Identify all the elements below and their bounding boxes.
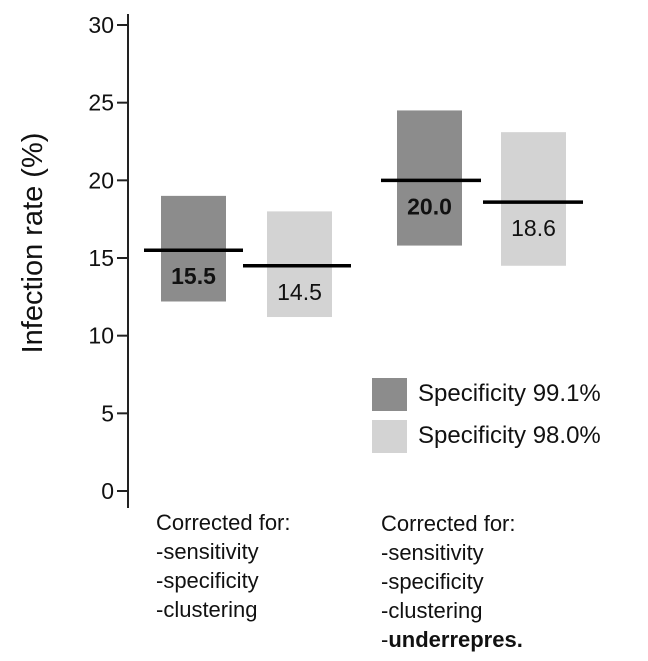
y-tick-label: 25 [88, 90, 114, 116]
value-label: 14.5 [277, 279, 322, 305]
value-labels: 15.5 20.0 14.5 18.6 [171, 193, 556, 304]
estimate-lines [144, 178, 583, 268]
range-box [397, 110, 462, 246]
y-tick-label: 15 [88, 245, 114, 271]
category-label-line: Corrected for: [381, 511, 516, 536]
range-boxes [161, 110, 566, 318]
legend-label: Specificity 98.0% [418, 422, 601, 449]
category-label-1: Corrected for: -sensitivity -specificity -c… [156, 508, 291, 624]
value-label: 20.0 [407, 193, 452, 219]
legend: Specificity 99.1% Specificity 98.0% [372, 376, 601, 460]
y-tick-label: 30 [88, 12, 114, 38]
category-label-line-bold: -underrepres. [381, 627, 523, 652]
y-tick-label: 20 [88, 167, 114, 193]
legend-item-specificity-99: Specificity 99.1% [372, 376, 601, 412]
category-label-line: -clustering [156, 597, 258, 622]
range-box [501, 132, 566, 266]
legend-label: Specificity 99.1% [418, 380, 601, 407]
category-label-line: -clustering [381, 598, 483, 623]
category-label-line: Corrected for: [156, 510, 291, 535]
category-label-line: -sensitivity [381, 540, 484, 565]
value-label: 18.6 [511, 215, 556, 241]
category-label-line: -specificity [156, 568, 259, 593]
y-tick-label: 10 [88, 323, 114, 349]
category-label-line: -specificity [381, 569, 484, 594]
legend-item-specificity-98: Specificity 98.0% [372, 418, 601, 454]
y-axis: 0 5 10 15 20 25 30 [88, 12, 129, 508]
value-label: 15.5 [171, 263, 216, 289]
y-tick-label: 0 [101, 478, 114, 504]
legend-swatch-dark [372, 377, 407, 411]
y-axis-label: Infection rate (%) [17, 133, 49, 354]
category-label-line: -sensitivity [156, 539, 259, 564]
category-label-2: Corrected for: -sensitivity -specificity -c… [381, 509, 523, 654]
y-tick-label: 5 [101, 400, 114, 426]
legend-swatch-light [372, 419, 407, 453]
